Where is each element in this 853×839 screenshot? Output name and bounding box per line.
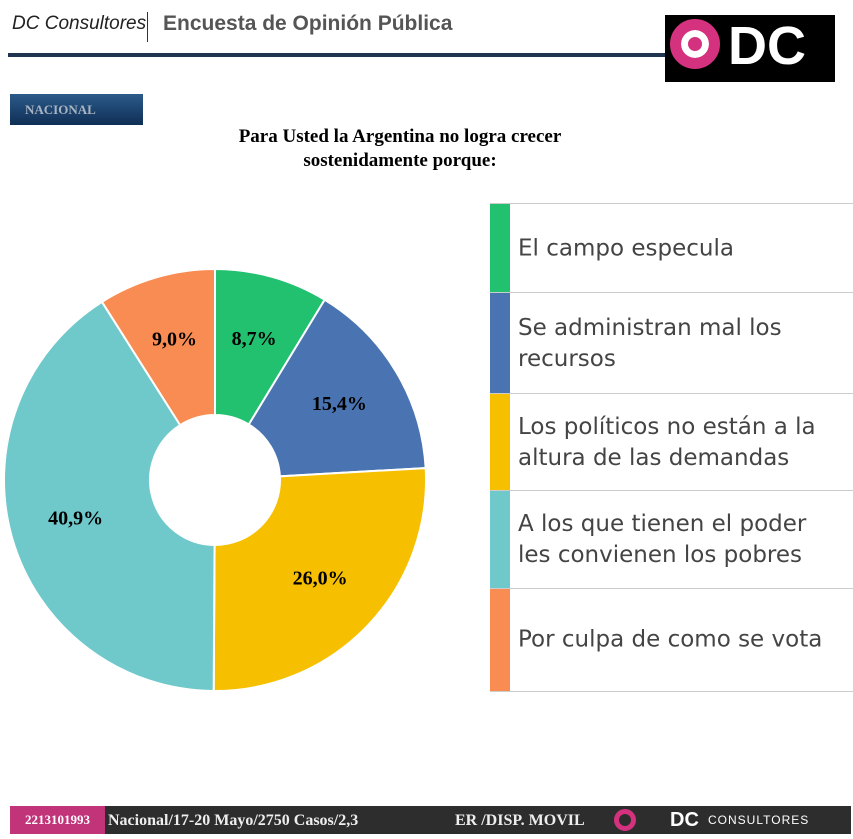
donut-slice xyxy=(100,267,216,427)
legend-swatch xyxy=(490,204,510,293)
legend-label: Se administran mal los recursos xyxy=(518,314,782,372)
legend-label: Por culpa de como se vota xyxy=(518,626,823,653)
chart-title: Para Usted la Argentina no logra crecer … xyxy=(238,126,562,171)
logo-text: DC xyxy=(728,16,806,76)
legend-item: Los políticos no están a la altura de la… xyxy=(490,393,853,491)
value-label: 26,0% xyxy=(293,568,348,590)
footer-mode: ER /DISP. MOVIL xyxy=(455,812,585,829)
value-label: 15,4% xyxy=(312,393,367,415)
donut-slice xyxy=(3,300,216,693)
divider xyxy=(147,12,148,42)
legend-item: Se administran mal los recursos xyxy=(490,292,853,394)
footer: 2213101993 Nacional/17-20 Mayo/2750 Caso… xyxy=(10,806,851,834)
donut-slice xyxy=(247,298,427,478)
legend-swatch xyxy=(490,293,510,394)
section-tag: NACIONAL xyxy=(10,94,143,125)
logo-ring xyxy=(670,19,720,69)
legend-swatch xyxy=(490,589,510,691)
brand: DC Consultores xyxy=(12,13,147,34)
legend-swatch xyxy=(490,491,510,589)
legend-label: A los que tienen el poder les convienen … xyxy=(518,511,807,568)
legend-swatch xyxy=(490,394,510,491)
legend-item: El campo especula xyxy=(490,203,853,293)
header-rule xyxy=(8,53,668,57)
footer-logo-sub: CONSULTORES xyxy=(708,813,810,827)
value-label: 9,0% xyxy=(152,328,197,350)
donut-slice xyxy=(214,267,327,426)
legend-item: Por culpa de como se vota xyxy=(490,588,853,692)
header-title: Encuesta de Opinión Pública xyxy=(163,12,453,35)
donut-slice xyxy=(212,467,427,692)
footer-info: Nacional/17-20 Mayo/2750 Casos/2,3 xyxy=(108,812,359,829)
logo: DC xyxy=(665,15,835,82)
footer-logo: DC xyxy=(670,809,699,831)
footer-ring xyxy=(614,809,636,831)
value-label: 40,9% xyxy=(48,508,103,530)
value-label: 8,7% xyxy=(232,328,277,350)
legend-item: A los que tienen el poder les convienen … xyxy=(490,490,853,589)
footer-phone: 2213101993 xyxy=(10,806,105,834)
legend-label: El campo especula xyxy=(518,235,734,261)
legend-label: Los políticos no están a la altura de la… xyxy=(518,413,816,471)
